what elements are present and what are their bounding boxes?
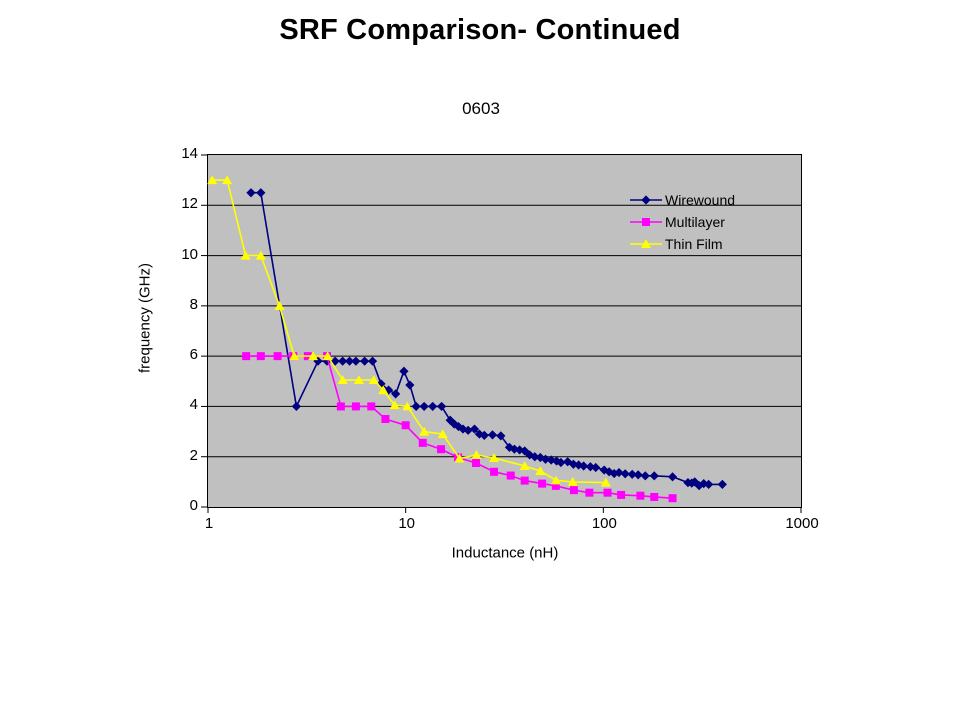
y-tick-label: 4 — [189, 396, 198, 414]
y-tick-label: 0 — [189, 497, 198, 514]
legend-label: Multilayer — [665, 214, 725, 230]
x-tick-label: 100 — [591, 515, 617, 532]
y-tick-label: 14 — [181, 145, 198, 162]
x-axis-title: Inductance (nH) — [451, 544, 559, 562]
x-tick-label: 1 — [204, 515, 214, 532]
legend-item-multilayer: Multilayer — [630, 211, 735, 233]
series-thin-film — [207, 175, 611, 487]
y-tick-label: 12 — [181, 195, 198, 213]
legend-label: Thin Film — [665, 236, 723, 252]
chart-canvas — [201, 154, 802, 513]
y-tick-label: 10 — [181, 245, 198, 263]
legend-item-wirewound: Wirewound — [630, 189, 735, 211]
square-marker-icon — [630, 218, 662, 226]
legend-label: Wirewound — [665, 192, 736, 208]
diamond-marker-icon — [630, 195, 662, 205]
x-tick-label: 1000 — [785, 515, 819, 532]
slide-title: SRF Comparison- Continued — [279, 14, 681, 46]
chart-title: 0603 — [462, 99, 500, 118]
x-tick-label: 10 — [398, 515, 415, 532]
plot-area — [201, 154, 802, 513]
triangle-marker-icon — [630, 239, 662, 248]
y-tick-label: 6 — [189, 346, 198, 364]
y-tick-label: 8 — [189, 295, 198, 313]
legend: Wirewound Multilayer Thin Film — [630, 189, 735, 255]
y-tick-label: 2 — [189, 446, 198, 464]
legend-item-thin-film: Thin Film — [630, 233, 735, 255]
